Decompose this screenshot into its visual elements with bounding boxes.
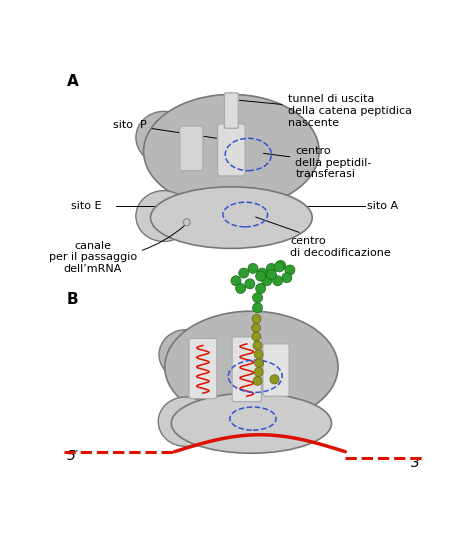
Circle shape	[255, 271, 265, 281]
Circle shape	[231, 276, 241, 286]
Circle shape	[252, 314, 261, 323]
Circle shape	[253, 302, 263, 313]
Circle shape	[248, 263, 258, 274]
Circle shape	[245, 279, 255, 289]
Circle shape	[255, 283, 265, 293]
Text: 3′: 3′	[411, 456, 423, 470]
Text: centro
di decodificazione: centro di decodificazione	[255, 217, 391, 258]
FancyBboxPatch shape	[218, 124, 245, 176]
Ellipse shape	[136, 111, 191, 164]
Ellipse shape	[165, 311, 338, 423]
Circle shape	[282, 273, 292, 283]
Text: sito A: sito A	[367, 201, 398, 211]
Circle shape	[252, 323, 261, 332]
FancyBboxPatch shape	[225, 93, 238, 128]
Ellipse shape	[171, 393, 331, 453]
Circle shape	[266, 263, 276, 274]
Circle shape	[273, 276, 283, 286]
Circle shape	[239, 268, 249, 278]
Circle shape	[257, 268, 267, 278]
Circle shape	[254, 350, 263, 359]
Text: B: B	[66, 292, 78, 307]
Circle shape	[276, 260, 286, 270]
FancyBboxPatch shape	[189, 338, 217, 399]
Circle shape	[270, 375, 279, 384]
Ellipse shape	[158, 397, 212, 446]
FancyBboxPatch shape	[263, 344, 289, 396]
Circle shape	[253, 376, 262, 386]
Ellipse shape	[151, 187, 312, 248]
Ellipse shape	[284, 340, 329, 378]
Circle shape	[236, 283, 246, 293]
Text: sito  P: sito P	[113, 120, 219, 138]
Ellipse shape	[266, 122, 312, 162]
Text: tunnel di uscita
della catena peptidica
nascente: tunnel di uscita della catena peptidica …	[237, 94, 411, 128]
Circle shape	[253, 293, 263, 302]
Circle shape	[285, 265, 295, 275]
Text: canale
per il passaggio
dell’mRNA: canale per il passaggio dell’mRNA	[49, 225, 184, 274]
Circle shape	[183, 219, 190, 226]
Circle shape	[253, 341, 262, 350]
Text: sito E: sito E	[71, 201, 102, 211]
Text: A: A	[66, 74, 78, 90]
FancyBboxPatch shape	[180, 126, 203, 171]
Ellipse shape	[144, 94, 319, 209]
Text: 5′: 5′	[66, 449, 79, 463]
Circle shape	[274, 262, 284, 272]
Circle shape	[255, 359, 264, 368]
Circle shape	[266, 269, 276, 280]
Text: centro
della peptidil-
transferasi: centro della peptidil- transferasi	[264, 146, 372, 179]
Circle shape	[254, 368, 263, 376]
Circle shape	[252, 332, 261, 341]
FancyBboxPatch shape	[232, 337, 261, 402]
Ellipse shape	[159, 330, 213, 380]
Circle shape	[262, 276, 272, 286]
Ellipse shape	[136, 191, 191, 242]
